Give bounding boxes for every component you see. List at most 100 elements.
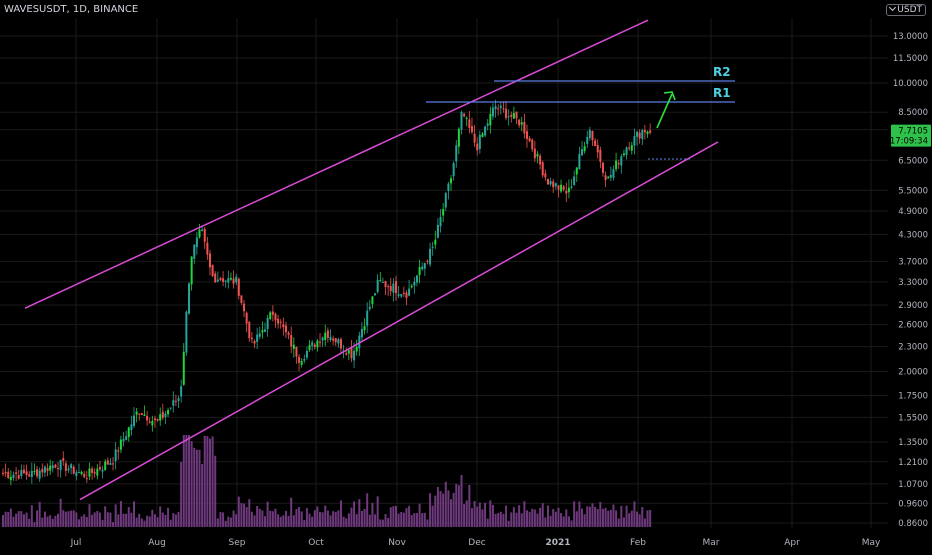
volume-bar (57, 513, 60, 527)
candle-body (36, 468, 39, 477)
candle-body (211, 264, 214, 277)
candle-body (164, 413, 167, 418)
candle-body (9, 476, 12, 481)
volume-bar (198, 449, 201, 527)
candle-body (408, 288, 411, 296)
volume-bar (159, 506, 162, 527)
volume-bar (130, 512, 133, 527)
candle-body (88, 468, 91, 477)
candle-body (371, 296, 374, 305)
candle-body (290, 335, 293, 347)
candle-body (264, 329, 266, 332)
candle-body (237, 278, 240, 296)
volume-bar (565, 509, 568, 527)
volume-bar (518, 505, 521, 527)
volume-bar (541, 503, 544, 527)
volume-bar (98, 512, 101, 527)
candle-body (565, 190, 568, 194)
volume-bar (494, 514, 497, 527)
candle-body (96, 468, 99, 476)
candle-body (227, 278, 230, 283)
volume-bar (38, 502, 41, 527)
candle-body (353, 350, 356, 361)
last-price-tag (891, 124, 931, 147)
volume-bar (300, 511, 303, 527)
price-tick-label: 1.0700 (898, 480, 928, 490)
candle-body (507, 116, 510, 118)
candle-body (72, 466, 75, 474)
candle-body (578, 153, 581, 170)
volume-bar (505, 505, 508, 527)
volume-bar (429, 493, 432, 527)
candle-body (366, 310, 369, 326)
volume-bar (271, 511, 274, 527)
candle-body (601, 162, 604, 173)
candle-body (473, 133, 476, 143)
candle-body (329, 336, 332, 340)
volume-bar (122, 513, 125, 527)
time-tick-label: Apr (784, 538, 800, 548)
price-tick-label: 0.8600 (898, 519, 928, 529)
candle-body (541, 162, 544, 176)
candle-body (468, 119, 471, 128)
candle-body (457, 128, 460, 147)
candle-body (85, 478, 88, 480)
candle-body (570, 186, 573, 188)
volume-bar (523, 501, 526, 527)
volume-bar (395, 505, 397, 527)
candle-body (447, 183, 450, 191)
candle-body (470, 126, 473, 133)
volume-bar (119, 501, 122, 527)
candle-body (190, 256, 193, 285)
volume-bar (347, 513, 350, 527)
candle-body (421, 266, 424, 270)
candle-body (460, 111, 463, 130)
volume-bar (43, 511, 46, 527)
volume-bar (455, 483, 458, 527)
candle-body (28, 474, 31, 477)
volume-bar (88, 504, 91, 527)
volume-bar (363, 508, 366, 527)
volume-bar (311, 516, 314, 527)
price-tick-label: 1.7500 (898, 392, 928, 402)
candle-body (337, 339, 340, 344)
candle-body (127, 427, 130, 438)
volume-bar (72, 510, 75, 527)
volume-bar (384, 514, 387, 527)
candle-body (174, 400, 177, 402)
volume-bar (578, 501, 581, 527)
candle-body (646, 131, 649, 135)
volume-bar (208, 438, 211, 527)
candle-body (161, 411, 164, 418)
candle-body (169, 407, 172, 409)
volume-bar (355, 514, 358, 527)
candle-body (245, 312, 248, 324)
candle-body (232, 278, 235, 284)
candle-body (112, 463, 115, 465)
volume-bar (402, 512, 405, 527)
candle-body (549, 180, 552, 185)
volume-bar (274, 508, 277, 527)
volume-bar (224, 520, 227, 527)
candle-body (536, 153, 539, 157)
candle-body (250, 337, 253, 340)
volume-bar (169, 519, 172, 527)
volume-bar (324, 505, 327, 527)
candle-body (345, 353, 348, 355)
volume-bar (287, 515, 290, 527)
volume-bar (415, 513, 418, 527)
arrow-shaft (656, 93, 673, 129)
time-tick-label: Mar (703, 538, 720, 548)
volume-bar (59, 498, 62, 527)
volume-bar (638, 514, 641, 527)
volume-bar (30, 505, 33, 527)
volume-bar (520, 513, 523, 527)
candle-body (269, 312, 272, 319)
candle-body (484, 126, 487, 136)
currency-selector[interactable]: USDT (886, 3, 926, 16)
volume-bar (476, 506, 479, 527)
volume-bars (2, 435, 652, 527)
volume-bar (54, 515, 57, 527)
